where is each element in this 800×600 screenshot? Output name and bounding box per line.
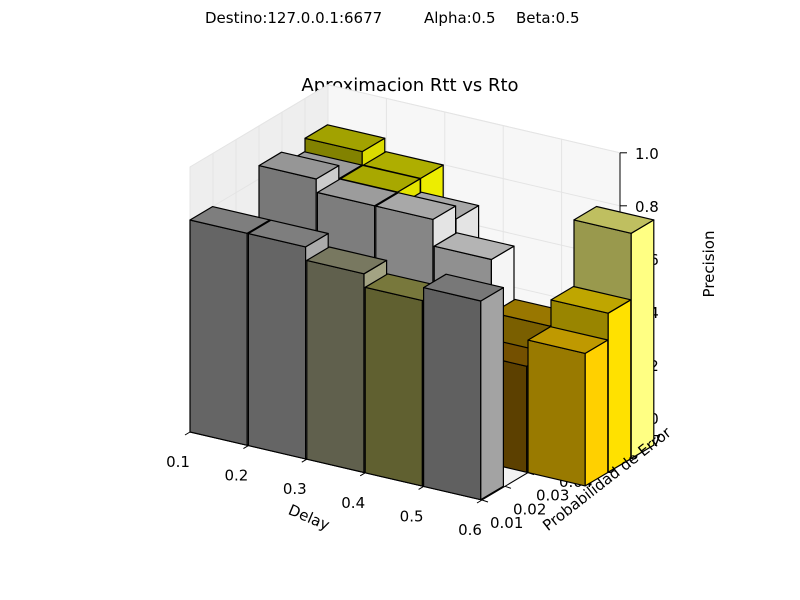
x-tick-label: 0.6 (458, 521, 482, 539)
bar-front-face (423, 287, 482, 501)
x-tick-mark (476, 499, 483, 504)
x-tick-label: 0.4 (341, 494, 365, 512)
bar-front-face (189, 219, 248, 446)
bar-top-face (316, 178, 398, 207)
bar-top-face (306, 246, 388, 275)
x-tick-label: 0.5 (400, 507, 424, 525)
x-tick-label: 0.3 (283, 480, 307, 498)
suptitle-alpha: Alpha:0.5 (424, 9, 496, 27)
bar-top-face (423, 273, 504, 302)
y-tick-label: 0.03 (536, 487, 569, 505)
x-tick-label: 0.1 (166, 453, 190, 471)
x-axis-label: Delay (286, 501, 333, 534)
bar-front-face (247, 233, 307, 460)
bar-side-face (480, 287, 504, 501)
y-tick-label: 0.02 (513, 500, 546, 518)
bar-18 (423, 273, 504, 501)
x-tick-mark (418, 485, 424, 490)
gridline-z (327, 84, 621, 154)
bar-side-face (584, 339, 609, 487)
z-tick-label: 0.8 (635, 198, 659, 216)
bar-front-face (306, 259, 365, 474)
z-tick-label: 1.0 (635, 145, 659, 163)
bar-11 (527, 326, 609, 487)
bar-top-face (573, 205, 655, 234)
bar-top-face (304, 124, 386, 153)
bar-top-face (258, 151, 340, 180)
bar-side-face (630, 219, 655, 460)
bar-side-face (607, 299, 632, 473)
y-tick-mark (481, 499, 489, 503)
y-tick-mark (504, 485, 512, 489)
bar-front-face (527, 339, 586, 487)
bar-top-face (433, 232, 515, 261)
x-tick-mark (184, 431, 191, 436)
x-tick-mark (301, 458, 308, 463)
x-tick-mark (359, 472, 366, 477)
x-tick-mark (243, 445, 249, 450)
suptitle-beta: Beta:0.5 (516, 9, 580, 27)
bar-top-face (527, 326, 609, 354)
bar-top-face (550, 285, 632, 314)
x-tick-label: 0.2 (224, 467, 248, 485)
suptitle: Destino:127.0.0.1:6677 Alpha:0.5 Beta:0.… (205, 9, 580, 27)
bar-front-face (364, 286, 423, 487)
suptitle-destino: Destino:127.0.0.1:6677 (205, 9, 382, 27)
bar-top-face (375, 192, 457, 220)
z-axis-label: Precision (700, 231, 718, 298)
bar-top-face (247, 219, 329, 248)
bars (189, 124, 655, 501)
bar-top-face (189, 206, 271, 234)
y-tick-label: 0.01 (490, 514, 523, 532)
